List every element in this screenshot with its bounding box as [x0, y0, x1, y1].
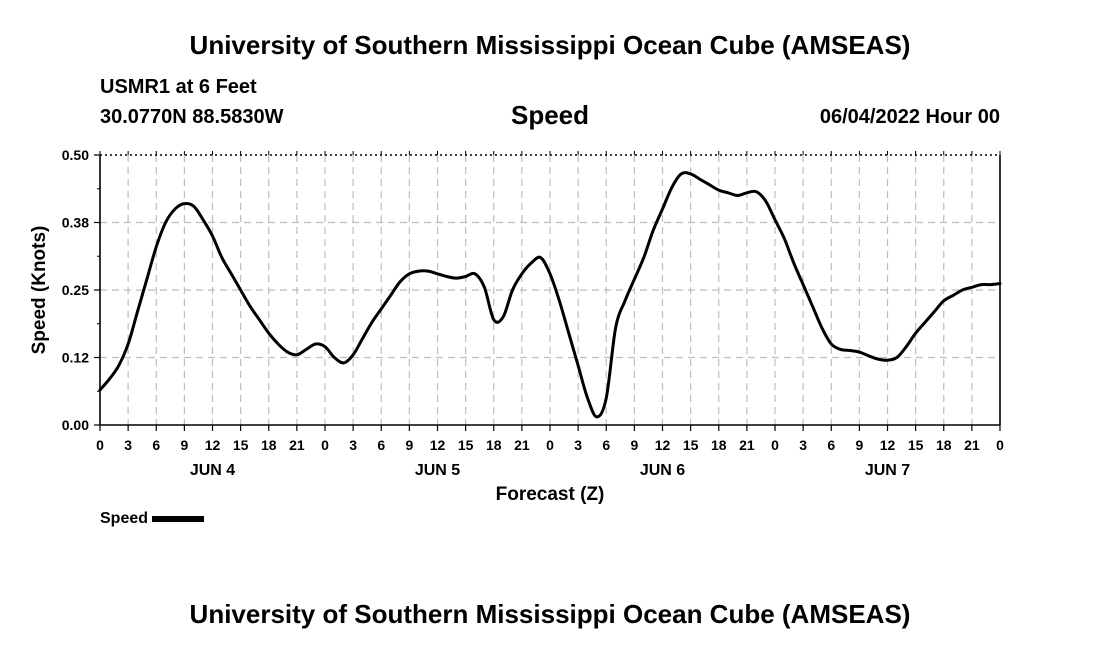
legend: Speed	[100, 510, 205, 528]
x-tick-label: 0	[771, 437, 779, 453]
x-tick-label: 3	[799, 437, 807, 453]
x-tick-label: 18	[711, 437, 727, 453]
x-tick-label: 12	[430, 437, 446, 453]
y-tick-label: 0.00	[62, 417, 89, 433]
coordinates-label: 30.0770N 88.5830W	[100, 106, 284, 128]
x-tick-label: 9	[855, 437, 863, 453]
x-tick-label: 18	[261, 437, 277, 453]
x-tick-label: 9	[180, 437, 188, 453]
x-tick-label: 21	[514, 437, 530, 453]
x-tick-label: 9	[630, 437, 638, 453]
grid-lines	[100, 155, 1000, 425]
x-tick-label: 6	[377, 437, 385, 453]
x-tick-label: 15	[683, 437, 699, 453]
day-label: JUN 6	[640, 462, 685, 479]
station-label: USMR1 at 6 Feet	[100, 76, 257, 98]
chart-title: Speed	[510, 100, 590, 130]
x-tick-label: 0	[321, 437, 329, 453]
x-tick-label: 15	[458, 437, 474, 453]
x-tick-label: 15	[233, 437, 249, 453]
x-tick-label: 12	[205, 437, 221, 453]
x-tick-label: 21	[289, 437, 305, 453]
series-line-speed	[98, 171, 1002, 419]
y-tick-label: 0.38	[62, 215, 89, 231]
legend-label: Speed	[100, 510, 149, 527]
legend-swatch	[152, 516, 205, 522]
y-axis-label: Speed (Knots)	[29, 226, 50, 355]
x-tick-label: 18	[936, 437, 952, 453]
y-tick-label: 0.12	[62, 350, 89, 366]
x-tick-label: 6	[602, 437, 610, 453]
x-tick-label: 12	[655, 437, 671, 453]
x-tick-label: 6	[152, 437, 160, 453]
x-tick-label: 21	[739, 437, 755, 453]
x-tick-label: 0	[996, 437, 1004, 453]
x-tick-label: 18	[486, 437, 502, 453]
x-tick-label: 3	[574, 437, 582, 453]
day-label: JUN 7	[865, 462, 910, 479]
x-tick-label: 6	[827, 437, 835, 453]
day-label: JUN 5	[415, 462, 460, 479]
x-tick-label: 9	[405, 437, 413, 453]
y-tick-label: 0.25	[62, 282, 89, 298]
series-layer	[98, 171, 1002, 419]
x-axis-label: Forecast (Z)	[496, 484, 605, 505]
x-tick-label: 12	[880, 437, 896, 453]
footer-title: University of Southern Mississippi Ocean…	[189, 599, 911, 629]
x-tick-label: 15	[908, 437, 924, 453]
y-tick-label: 0.50	[62, 147, 89, 163]
date-label: 06/04/2022 Hour 00	[819, 106, 1000, 128]
axes: 0 3 6 9 12 15 18 21 0 3 6 9 12 15 18 21 0 3 6 9 12 15 18 21 0 3 6 9…	[29, 147, 1004, 505]
day-label: JUN 4	[190, 462, 235, 479]
x-tick-label: 0	[96, 437, 104, 453]
x-tick-label: 3	[124, 437, 132, 453]
x-tick-label: 21	[964, 437, 980, 453]
page-title: University of Southern Mississippi Ocean…	[189, 30, 911, 60]
x-tick-label: 0	[546, 437, 554, 453]
x-tick-label: 3	[349, 437, 357, 453]
